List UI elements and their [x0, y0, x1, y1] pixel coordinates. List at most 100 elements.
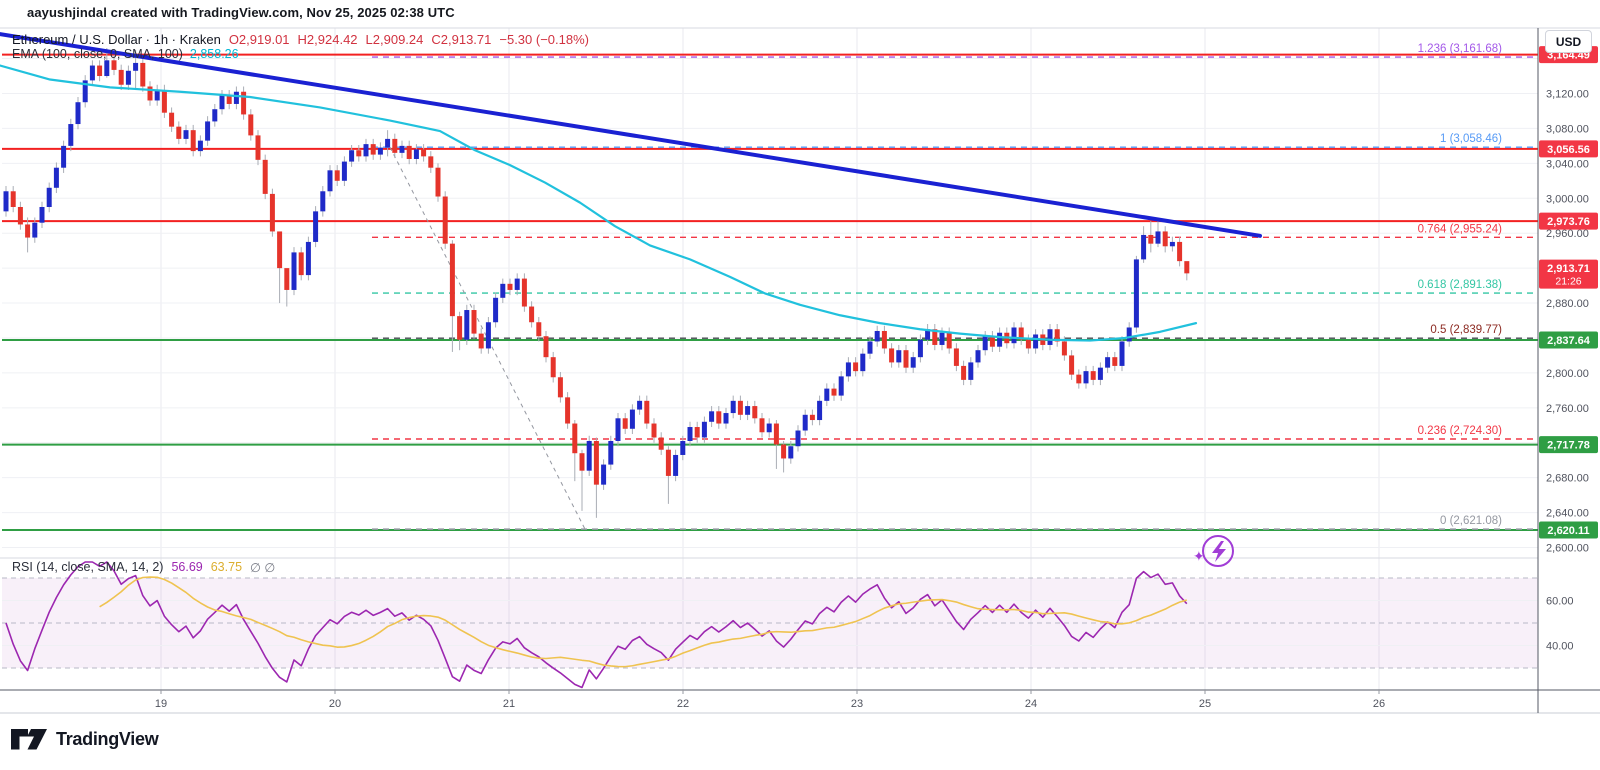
- time-axis[interactable]: 19 20 21 22 23 24 25 26: [155, 690, 1385, 710]
- candle[interactable]: [377, 147, 383, 155]
- candle[interactable]: [925, 329, 931, 340]
- candle[interactable]: [953, 348, 959, 366]
- candle[interactable]: [17, 206, 23, 225]
- ema-legend-label[interactable]: EMA (100, close, 0, SMA, 100): [12, 47, 183, 61]
- candle[interactable]: [385, 138, 391, 148]
- candle[interactable]: [838, 376, 844, 396]
- candle[interactable]: [903, 350, 909, 368]
- candle[interactable]: [1133, 259, 1139, 328]
- candle[interactable]: [392, 138, 398, 153]
- candle[interactable]: [1018, 327, 1024, 340]
- candle[interactable]: [565, 397, 571, 424]
- candle[interactable]: [464, 310, 470, 340]
- candle[interactable]: [536, 322, 542, 337]
- candle[interactable]: [745, 406, 751, 415]
- candle[interactable]: [997, 332, 1003, 347]
- candle[interactable]: [169, 112, 175, 127]
- candle[interactable]: [1184, 261, 1190, 274]
- candle[interactable]: [694, 427, 700, 438]
- candle[interactable]: [766, 423, 772, 433]
- candle[interactable]: [1011, 327, 1017, 344]
- candle[interactable]: [1141, 234, 1147, 260]
- candle[interactable]: [241, 91, 247, 115]
- candle[interactable]: [1162, 231, 1168, 247]
- candle[interactable]: [421, 149, 427, 157]
- candle[interactable]: [860, 353, 866, 372]
- candle[interactable]: [428, 156, 434, 168]
- candle[interactable]: [781, 444, 787, 459]
- candle[interactable]: [1126, 327, 1132, 342]
- candle[interactable]: [752, 406, 758, 419]
- candle[interactable]: [32, 222, 38, 238]
- candle[interactable]: [824, 388, 830, 401]
- candle[interactable]: [140, 62, 146, 87]
- candle[interactable]: [644, 400, 650, 424]
- candle[interactable]: [39, 206, 45, 223]
- candle[interactable]: [586, 440, 592, 471]
- currency-toggle-button[interactable]: USD: [1545, 30, 1592, 53]
- candle[interactable]: [104, 60, 110, 77]
- candle[interactable]: [1061, 341, 1067, 356]
- candle[interactable]: [284, 268, 290, 290]
- candle[interactable]: [853, 362, 859, 372]
- candle[interactable]: [572, 423, 578, 454]
- candle[interactable]: [917, 339, 923, 358]
- candle[interactable]: [61, 145, 67, 168]
- candle[interactable]: [370, 144, 376, 155]
- candle[interactable]: [1069, 355, 1075, 375]
- candle[interactable]: [111, 60, 117, 70]
- candle[interactable]: [701, 421, 707, 438]
- candle[interactable]: [89, 65, 95, 81]
- candle[interactable]: [601, 464, 607, 485]
- candle[interactable]: [68, 124, 74, 146]
- candle[interactable]: [226, 95, 232, 104]
- candle[interactable]: [255, 135, 261, 160]
- candle[interactable]: [305, 241, 311, 276]
- candle[interactable]: [557, 377, 563, 398]
- ema-100-line[interactable]: [0, 64, 1198, 342]
- candle[interactable]: [543, 336, 549, 358]
- candle[interactable]: [262, 159, 268, 194]
- candle[interactable]: [1112, 357, 1118, 366]
- candle[interactable]: [665, 449, 671, 476]
- candle[interactable]: [471, 310, 477, 334]
- candle[interactable]: [97, 65, 103, 77]
- candle[interactable]: [932, 329, 938, 345]
- candle[interactable]: [154, 89, 160, 101]
- candle[interactable]: [219, 95, 225, 110]
- candle[interactable]: [493, 297, 499, 323]
- candle[interactable]: [1047, 329, 1053, 345]
- candle[interactable]: [269, 193, 275, 232]
- candle[interactable]: [946, 332, 952, 349]
- candle[interactable]: [1076, 374, 1082, 384]
- candle[interactable]: [10, 191, 16, 207]
- candle[interactable]: [637, 400, 643, 410]
- candle[interactable]: [1177, 241, 1183, 262]
- candle[interactable]: [125, 70, 131, 85]
- candle[interactable]: [608, 440, 614, 465]
- candle[interactable]: [687, 427, 693, 441]
- candle[interactable]: [298, 252, 304, 276]
- candle[interactable]: [737, 400, 743, 415]
- candle[interactable]: [773, 423, 779, 445]
- candle[interactable]: [46, 187, 52, 207]
- candle[interactable]: [593, 440, 599, 485]
- candle[interactable]: [651, 423, 657, 438]
- flash-icon[interactable]: ✦: [1193, 535, 1234, 567]
- symbol-title[interactable]: Ethereum / U.S. Dollar · 1h · Kraken: [12, 32, 221, 47]
- candle[interactable]: [1033, 334, 1039, 349]
- fib-retracement[interactable]: 1.236 (3,161.68) 1 (3,058.46) 0.764 (2,955…: [372, 43, 1538, 530]
- candle[interactable]: [579, 453, 585, 471]
- candle[interactable]: [248, 114, 254, 136]
- candle[interactable]: [874, 330, 880, 342]
- candle[interactable]: [320, 191, 326, 212]
- candle[interactable]: [212, 109, 218, 122]
- candle[interactable]: [183, 130, 189, 139]
- candle[interactable]: [197, 140, 203, 152]
- candle[interactable]: [413, 149, 419, 159]
- candle[interactable]: [550, 357, 556, 378]
- candle[interactable]: [845, 362, 851, 377]
- candle[interactable]: [435, 167, 441, 197]
- candle[interactable]: [680, 440, 686, 455]
- candle[interactable]: [1083, 371, 1089, 384]
